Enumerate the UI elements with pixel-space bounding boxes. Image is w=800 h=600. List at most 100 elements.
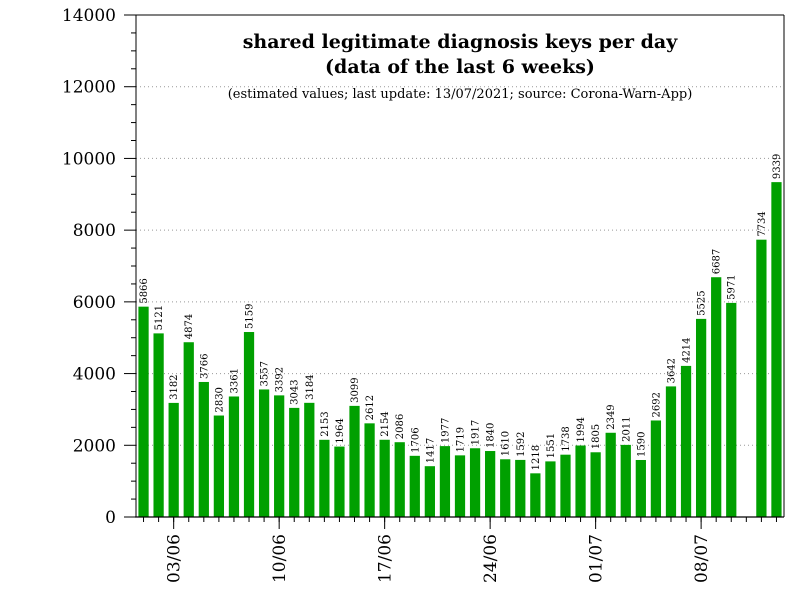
x-tick-labels: 03/06 10/06 17/06 24/06 01/07 08/07 (165, 534, 712, 583)
bar-value-label: 1738 (561, 426, 572, 451)
bar-value-label: 4874 (184, 314, 195, 339)
bar-value-label: 7734 (757, 211, 768, 236)
bars (138, 182, 782, 518)
y-tick-label: 10000 (62, 149, 116, 169)
bar-value-label: 1551 (546, 433, 557, 458)
bar-value-label: 5525 (697, 290, 708, 315)
bar-value-label: 2011 (621, 416, 632, 441)
bar-value-label: 9339 (772, 154, 783, 179)
bar (364, 423, 375, 517)
bar-value-label: 1417 (425, 438, 436, 463)
chart-title-line1: shared legitimate diagnosis keys per day (243, 31, 679, 53)
chart-subtitle: (estimated values; last update: 13/07/20… (228, 87, 693, 102)
bar-value-label: 1592 (516, 431, 527, 456)
bar (695, 318, 707, 517)
y-tick-label: 2000 (73, 436, 116, 456)
bar (756, 239, 767, 518)
bar-value-label: 3099 (350, 377, 361, 402)
bar-value-label: 1840 (486, 423, 497, 448)
bar-value-label: 3182 (169, 374, 180, 399)
bar-value-label: 3642 (666, 358, 677, 383)
bar (228, 396, 240, 517)
bar-value-label: 3361 (229, 368, 240, 393)
bar (349, 405, 360, 517)
bar (274, 395, 285, 517)
bar-value-label: 2086 (395, 414, 406, 439)
bar (334, 446, 345, 517)
bar (213, 415, 225, 517)
bar (560, 454, 571, 517)
bar (680, 365, 692, 517)
bar-value-label: 1610 (501, 431, 512, 456)
bar (665, 386, 677, 517)
bar-value-label: 2830 (214, 387, 225, 412)
bar (289, 407, 300, 517)
bar (545, 461, 556, 517)
y-tick-label: 8000 (73, 221, 116, 241)
bar-value-label: 3766 (199, 354, 210, 379)
bar (424, 466, 435, 517)
bar (138, 306, 149, 517)
bar (726, 302, 737, 517)
x-tick-label: 10/06 (270, 534, 290, 583)
bar-value-label: 1805 (591, 424, 602, 449)
bar (379, 439, 390, 517)
x-tick-label: 01/07 (587, 534, 607, 583)
y-tick-label: 14000 (62, 6, 116, 26)
bar-value-label: 1977 (440, 418, 451, 443)
bar-value-label: 1917 (471, 420, 482, 445)
bar (711, 277, 722, 517)
y-tick-label: 6000 (73, 293, 116, 313)
axes (124, 14, 785, 529)
bar-value-label: 2349 (606, 404, 617, 429)
bar-value-label: 1590 (636, 432, 647, 457)
bar (650, 420, 662, 517)
bar-value-label: 6687 (712, 249, 723, 274)
bar (439, 446, 451, 517)
bar (620, 444, 631, 517)
bar-value-label: 5159 (245, 304, 256, 329)
bar (605, 432, 616, 517)
bar-value-label: 5866 (139, 278, 150, 303)
bar (183, 342, 194, 517)
bar (304, 402, 315, 517)
bar (469, 448, 481, 517)
bar-value-label: 3043 (290, 379, 301, 404)
bar-value-label: 2612 (365, 395, 376, 420)
bar (515, 459, 526, 517)
y-tick-labels: 0 2000 4000 6000 8000 10000 12000 14000 (62, 6, 116, 528)
bar-value-label: 1706 (410, 427, 421, 452)
bar (454, 455, 466, 517)
value-labels: 5866 5121 3182 4874 3766 2830 3361 5159 3557 3392… (139, 154, 783, 471)
y-tick-label: 4000 (73, 365, 116, 385)
bar (409, 455, 420, 517)
bar-value-label: 2154 (380, 411, 391, 436)
bar-value-label: 5971 (727, 274, 738, 299)
y-tick-label: 12000 (62, 78, 116, 98)
bar-value-label: 5121 (154, 305, 165, 330)
bar (168, 402, 179, 517)
bar-value-label: 2692 (651, 392, 662, 417)
x-tick-label: 03/06 (165, 534, 185, 583)
bar (590, 452, 601, 517)
bar (530, 473, 541, 517)
bar-value-label: 1964 (335, 418, 346, 443)
bar-value-label: 1719 (456, 427, 467, 452)
bar (771, 182, 782, 518)
x-tick-label: 17/06 (376, 534, 396, 583)
bar (319, 439, 330, 517)
bar-value-label: 3184 (305, 374, 316, 399)
chart-title-line2: (data of the last 6 weeks) (325, 56, 595, 78)
bar (500, 459, 511, 517)
x-tick-label: 24/06 (481, 534, 501, 583)
bar (485, 451, 496, 517)
bar-value-label: 1994 (576, 417, 587, 442)
bar (575, 445, 586, 517)
bar-value-label: 2153 (320, 411, 331, 436)
bar-value-label: 1218 (531, 445, 542, 470)
bar-value-label: 3392 (275, 367, 286, 392)
bar-value-label: 4214 (682, 337, 693, 362)
bar (394, 442, 405, 517)
bar (258, 389, 270, 517)
